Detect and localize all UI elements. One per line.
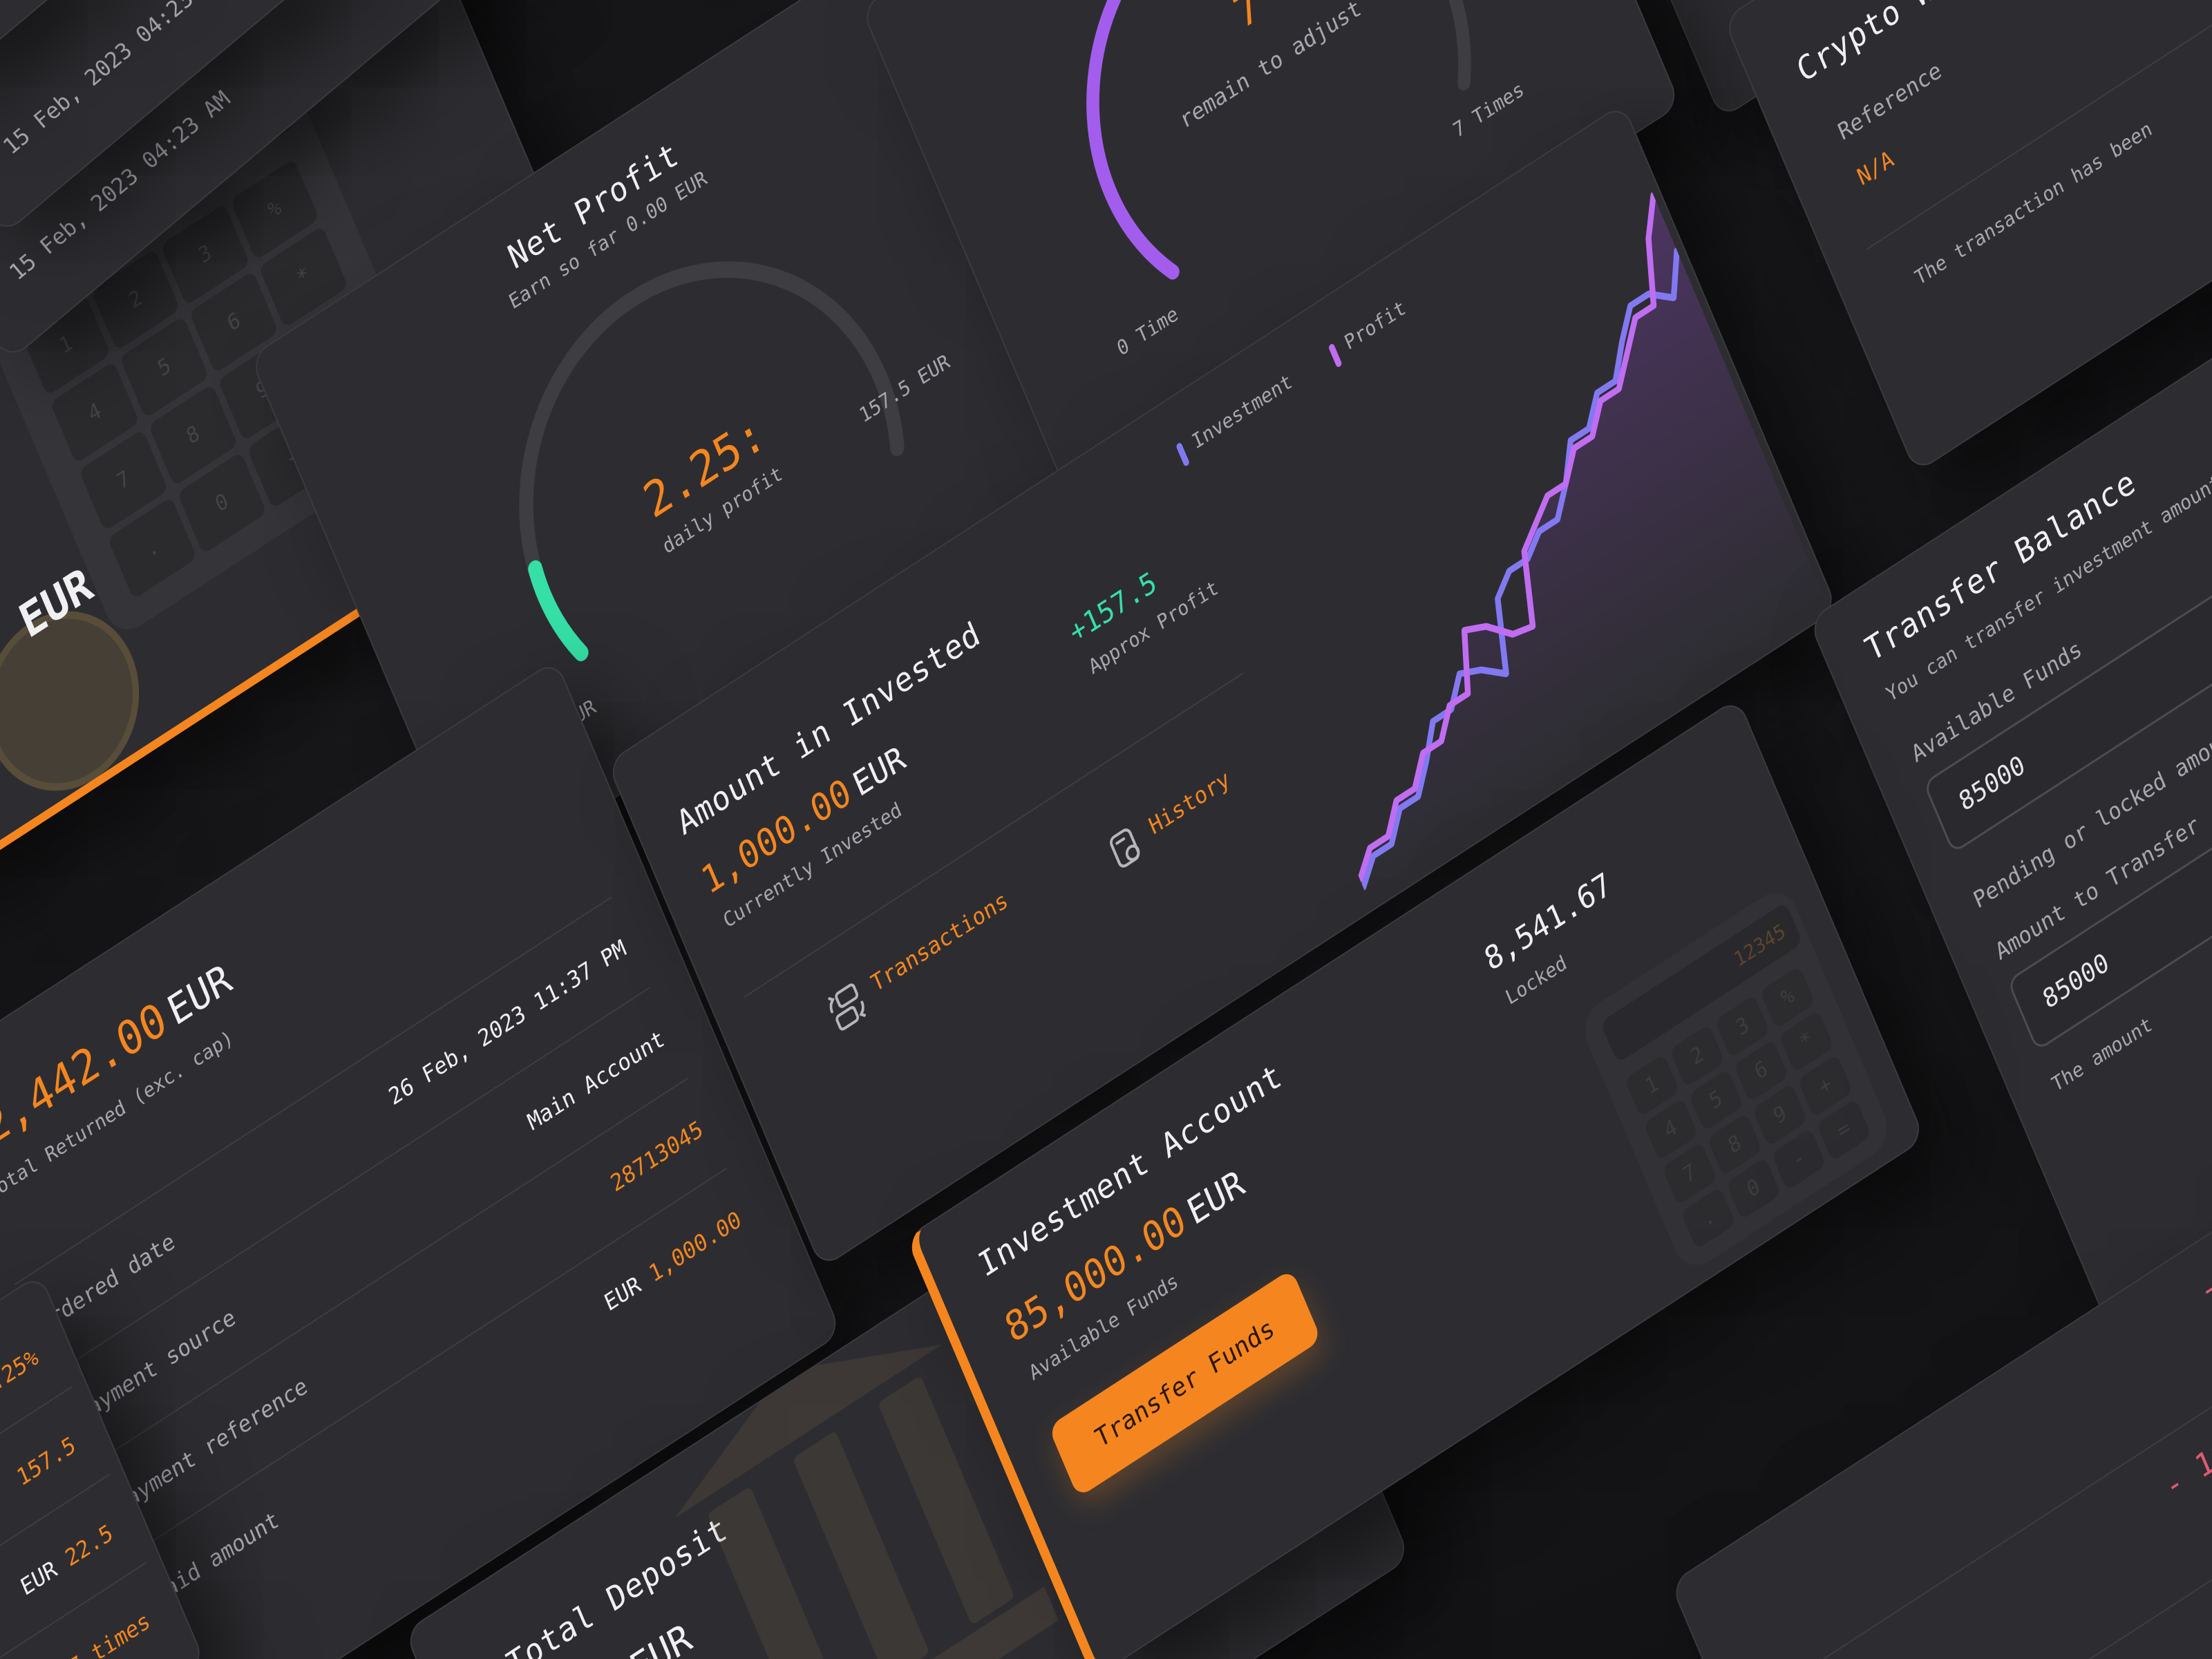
transactions-link[interactable]: Transactions bbox=[819, 882, 1017, 1040]
row-value: EUR 1,000.00 bbox=[601, 1205, 745, 1316]
row-value-prefix: EUR bbox=[601, 1263, 656, 1317]
invested-chart-card: Amount in Invested 1,000.00 EUR Currentl… bbox=[606, 102, 1838, 1269]
row-value-amount: 1,000.00 bbox=[645, 1205, 745, 1288]
stat-row: 0 / 7 times bbox=[21, 1606, 154, 1659]
crypto-card: Crypto Wallet Reference N/A The transact… bbox=[1723, 0, 2212, 474]
row-value: Main Account bbox=[523, 1024, 668, 1137]
history-link[interactable]: History bbox=[1099, 762, 1238, 880]
account-label-fragment: ACCOUNT bbox=[0, 760, 5, 837]
history-label: History bbox=[1144, 764, 1234, 840]
reference-value: N/A bbox=[1853, 144, 1898, 191]
divider bbox=[14, 896, 612, 1286]
adjust-gauge-card: 7 remain to adjust 0 Time 7 Times bbox=[860, 0, 1681, 502]
returned-currency: EUR bbox=[161, 955, 238, 1036]
invested-currency: EUR bbox=[847, 738, 911, 805]
stat-value: 0 / 7 times bbox=[20, 1606, 154, 1659]
investment-currency: EUR bbox=[1181, 1162, 1250, 1234]
legend-label-profit: Profit bbox=[1341, 295, 1409, 355]
legend-marker-profit bbox=[1327, 342, 1343, 368]
transactions-icon bbox=[828, 983, 866, 1031]
crypto-note: The transaction has been bbox=[1911, 116, 2155, 290]
history-icon bbox=[1110, 828, 1140, 868]
deposit-currency: EUR bbox=[623, 1614, 698, 1659]
stat-row: 2.25% bbox=[0, 1343, 42, 1404]
stat-value: 2.25% bbox=[0, 1343, 42, 1404]
net-profit-card: Net Profit Earn so far 0.00 EUR 2.25: da… bbox=[249, 0, 1115, 889]
stat-prefix: EUR bbox=[17, 1547, 72, 1602]
legend-marker-investment bbox=[1175, 441, 1190, 467]
stat-value: 22.5 bbox=[61, 1518, 117, 1573]
transfer-balance-card: Transfer Balance You can transfer invest… bbox=[1808, 310, 2212, 1366]
net-profit-gauge bbox=[519, 261, 905, 661]
investment-profit-chart bbox=[1356, 191, 1825, 897]
reference-label: Reference bbox=[1834, 56, 1945, 146]
stat-row: 157.5 bbox=[13, 1431, 79, 1492]
adjust-gauge bbox=[1086, 0, 1471, 280]
stat-row: EUR 22.5 bbox=[17, 1519, 116, 1601]
stat-value: 157.5 bbox=[12, 1430, 79, 1492]
divider bbox=[91, 1077, 688, 1467]
row-value: 28713045 bbox=[607, 1115, 707, 1197]
row-label: Payment reference bbox=[111, 1372, 312, 1520]
